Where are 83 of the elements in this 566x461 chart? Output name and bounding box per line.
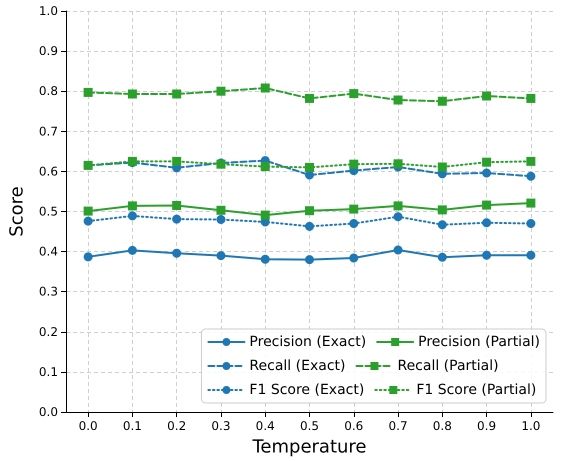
x-tick-label: 0.3	[211, 419, 230, 433]
legend-label: Precision (Exact)	[249, 334, 366, 350]
point	[482, 158, 492, 167]
point	[526, 250, 536, 260]
point	[128, 201, 137, 210]
y-tick-label: 0.4	[38, 244, 58, 259]
point	[216, 215, 226, 224]
point	[84, 216, 93, 226]
point	[216, 206, 226, 215]
x-tick-label: 0.7	[388, 419, 408, 433]
x-tick-label: 0.4	[256, 419, 275, 433]
point	[349, 254, 358, 263]
point	[349, 89, 358, 98]
point	[482, 218, 492, 228]
x-tick-label: 1.0	[521, 419, 540, 433]
y-tick-label: 0.6	[38, 164, 58, 178]
point	[526, 156, 536, 166]
point	[349, 204, 358, 214]
point	[305, 94, 314, 103]
x-tick-label: 0.0	[78, 419, 98, 433]
y-tick-label: 0.5	[38, 204, 58, 218]
point	[216, 251, 226, 260]
legend-label: Precision (Partial)	[418, 334, 540, 350]
y-axis-title: Score	[6, 186, 28, 237]
x-tick-label: 0.5	[300, 419, 320, 433]
point	[260, 83, 270, 92]
point	[394, 201, 403, 210]
point	[305, 222, 314, 231]
point	[84, 206, 93, 216]
x-tick-label: 0.9	[477, 419, 496, 433]
point	[482, 250, 492, 260]
point	[260, 254, 270, 264]
y-tick-label: 0.7	[38, 124, 58, 138]
point	[349, 219, 358, 228]
y-tick-label: 0.2	[38, 324, 58, 339]
y-tick-label: 0.9	[38, 44, 58, 58]
point	[305, 206, 314, 216]
legend-label: F1 Score (Exact)	[249, 382, 364, 398]
x-tick-label: 0.8	[432, 419, 452, 433]
point	[172, 248, 182, 258]
point	[172, 156, 182, 166]
point	[128, 211, 137, 220]
x-tick-label: 0.1	[122, 419, 142, 433]
x-axis-title: Temperature	[251, 436, 367, 458]
point	[172, 214, 182, 224]
point	[526, 219, 536, 228]
point	[438, 220, 447, 230]
x-tick-label: 0.2	[167, 419, 186, 433]
point	[260, 162, 270, 172]
point	[526, 94, 536, 103]
point	[394, 246, 403, 254]
point	[84, 252, 93, 262]
point	[349, 160, 358, 169]
point	[216, 86, 226, 96]
point	[128, 246, 137, 255]
y-tick-label: 0.1	[38, 364, 58, 379]
point	[128, 90, 137, 99]
point	[172, 90, 182, 99]
point	[482, 168, 492, 178]
point	[526, 172, 536, 181]
point	[394, 96, 403, 105]
point	[260, 210, 270, 220]
point	[438, 205, 447, 214]
point	[172, 200, 182, 210]
y-tick-label: 0.3	[38, 284, 58, 299]
x-tick-label: 0.6	[344, 419, 364, 433]
point	[526, 198, 536, 208]
y-tick-label: 1.0	[38, 4, 58, 18]
point	[84, 88, 93, 97]
point	[305, 162, 314, 172]
point	[394, 212, 403, 222]
y-tick-label: 0.0	[38, 405, 58, 419]
legend-label: Recall (Partial)	[397, 358, 499, 374]
point	[482, 92, 492, 101]
point	[438, 252, 447, 262]
point	[394, 159, 403, 168]
legend-label: Recall (Exact)	[249, 358, 346, 374]
y-tick-label: 0.8	[38, 84, 58, 98]
legend-label: F1 Score (Partial)	[416, 382, 536, 398]
point	[438, 162, 447, 172]
point	[438, 96, 447, 106]
point	[482, 200, 492, 210]
point	[305, 255, 314, 264]
